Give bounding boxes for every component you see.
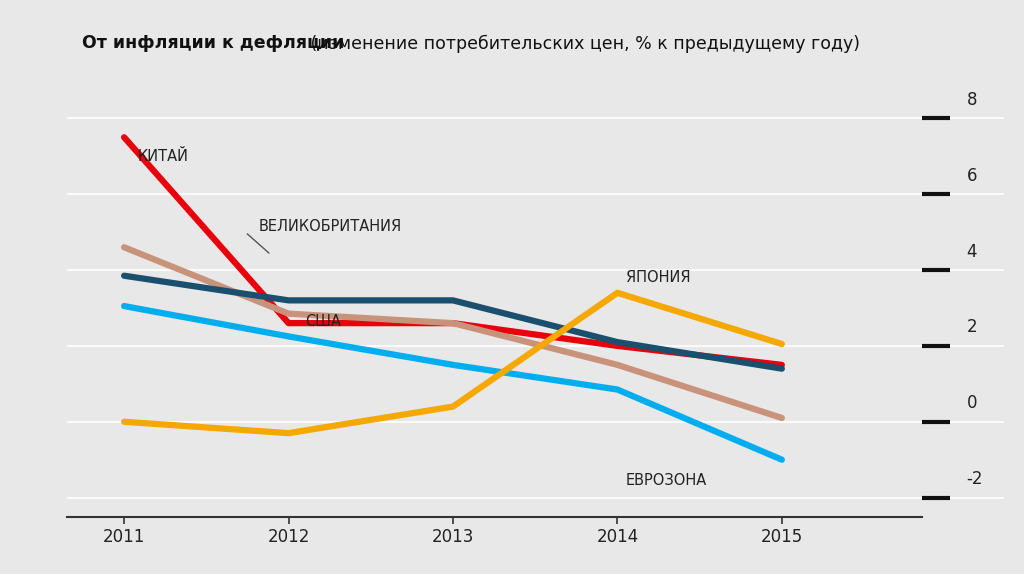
Text: (изменение потребительских цен, % к предыдущему году): (изменение потребительских цен, % к пред… xyxy=(305,34,860,52)
Text: 2: 2 xyxy=(967,319,977,336)
Text: КИТАЙ: КИТАЙ xyxy=(137,149,188,164)
Text: ЕВРОЗОНА: ЕВРОЗОНА xyxy=(626,473,707,488)
Text: -2: -2 xyxy=(967,470,983,488)
Text: ВЕЛИКОБРИТАНИЯ: ВЕЛИКОБРИТАНИЯ xyxy=(259,219,402,234)
Text: 8: 8 xyxy=(967,91,977,109)
Text: США: США xyxy=(305,314,341,329)
Text: От инфляции к дефляции: От инфляции к дефляции xyxy=(82,34,344,52)
Text: 0: 0 xyxy=(967,394,977,412)
Text: ЯПОНИЯ: ЯПОНИЯ xyxy=(626,270,690,285)
Text: 6: 6 xyxy=(967,166,977,185)
Text: 4: 4 xyxy=(967,243,977,261)
